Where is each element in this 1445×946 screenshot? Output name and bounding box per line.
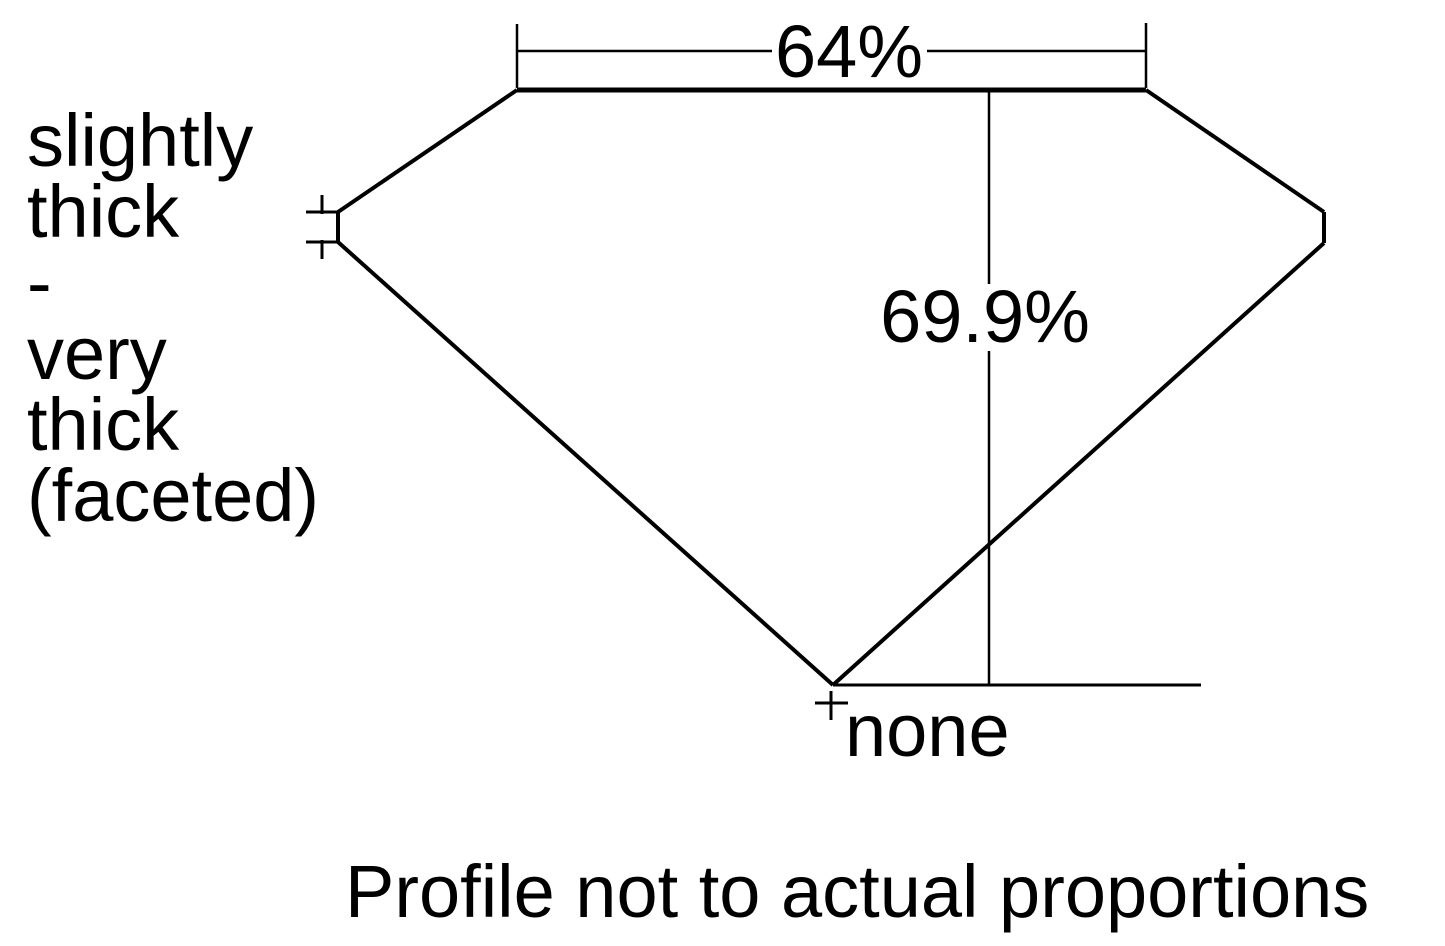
table-percent-label: 64% (775, 10, 923, 93)
girdle-label-line-5: thick (27, 383, 180, 466)
girdle-label-line-1: slightly (27, 99, 253, 182)
girdle-label: slightly thick - very thick (faceted) (27, 99, 319, 537)
diamond-outline (336, 87, 1326, 687)
table-width-bracket: 64% (515, 10, 1148, 93)
crown-right-line (1144, 88, 1326, 214)
crown-left-line (336, 88, 519, 214)
pavilion-right-line (831, 241, 1326, 687)
girdle-label-line-6: (faceted) (27, 454, 319, 537)
girdle-label-line-4: very (27, 312, 167, 395)
girdle-thickness-ticks (306, 195, 338, 259)
diagram-caption: Profile not to actual proportions (345, 850, 1369, 933)
girdle-label-line-2: thick (27, 170, 180, 253)
culet-section: none (815, 683, 1201, 772)
depth-measurement: 69.9% (880, 90, 1090, 686)
culet-label: none (845, 689, 1010, 772)
pavilion-left-line (336, 240, 835, 687)
girdle-label-line-3: - (27, 241, 52, 324)
depth-percent-label: 69.9% (880, 275, 1090, 358)
